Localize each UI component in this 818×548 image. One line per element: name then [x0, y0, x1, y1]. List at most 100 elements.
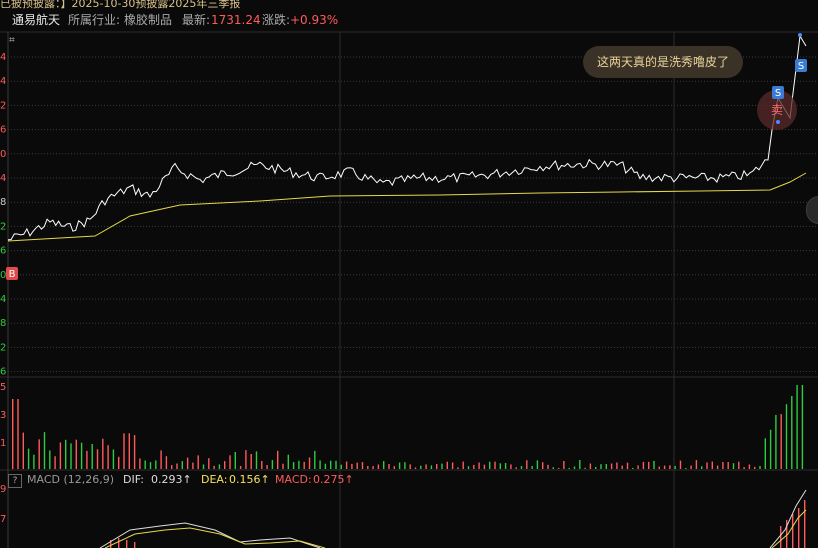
dea-value: 0.156↑ — [229, 473, 270, 486]
volume-bar — [165, 456, 168, 469]
macd-bar — [110, 540, 112, 548]
price-tick-label: 6 — [0, 246, 6, 257]
sell-marker-label: S — [798, 61, 804, 72]
fullscreen-icon[interactable]: ⌗ — [9, 35, 15, 46]
volume-bar — [489, 461, 491, 469]
volume-bar — [149, 462, 152, 469]
industry-value[interactable]: 橡胶制品 — [124, 13, 173, 27]
volume-bar — [547, 464, 549, 469]
volume-bar — [155, 460, 157, 469]
volume-bar — [515, 467, 517, 469]
volume-bar — [86, 450, 88, 469]
volume-bar — [504, 463, 507, 469]
volume-bar — [308, 457, 311, 469]
volume-bar — [367, 466, 369, 469]
latest-label: 最新: — [182, 13, 211, 27]
price-tick-label: 2 — [0, 342, 6, 353]
volume-bar — [473, 464, 475, 469]
volume-bars — [12, 385, 804, 470]
volume-bar — [303, 461, 305, 469]
volume-bar — [632, 467, 634, 469]
volume-bar — [621, 465, 623, 469]
dif-line — [99, 522, 321, 548]
volume-bar — [595, 467, 597, 469]
volume-bar — [610, 463, 613, 469]
volume-bar — [520, 466, 523, 469]
announcement-banner[interactable]: 已披预披露：】2025-10-30预披露2025年三季报 — [0, 0, 818, 9]
volume-bar — [457, 467, 459, 469]
macd-lines — [99, 489, 807, 548]
volume-bar — [80, 442, 83, 469]
volume-bar — [600, 464, 602, 469]
volume-bar — [669, 465, 671, 469]
volume-bar — [383, 461, 385, 469]
price-tick-label: 2 — [0, 100, 6, 111]
volume-bar — [176, 463, 178, 469]
volume-bar — [775, 414, 777, 469]
help-icon[interactable]: ? — [8, 474, 22, 488]
price-axis: 4 4 2 6 0 4 8 2 6 0 4 8 2 6 — [0, 52, 6, 378]
volume-bar — [557, 467, 560, 469]
volume-bar — [542, 462, 544, 469]
buy-marker-box — [6, 267, 18, 280]
volume-bar — [451, 462, 454, 469]
volume-bar — [398, 462, 401, 469]
volume-bar — [271, 460, 274, 469]
volume-bar — [393, 466, 395, 469]
latest-price: 1731.24 — [211, 13, 261, 27]
volume-bar — [123, 433, 125, 469]
volume-bar — [536, 460, 539, 469]
macd-bar — [804, 500, 806, 548]
dea-line-tail — [771, 509, 807, 548]
sell-marker[interactable]: S — [795, 59, 807, 72]
volume-bar — [462, 461, 464, 469]
stock-name[interactable]: 通易航天 — [12, 13, 61, 27]
macd-bar — [792, 514, 794, 548]
volume-bar — [96, 449, 99, 469]
volume-bar — [377, 464, 380, 469]
volume-tick-label: 5 — [0, 382, 6, 393]
sell-hover-halo — [757, 90, 797, 130]
volume-bar — [70, 443, 72, 469]
macd-title[interactable]: MACD (12,26,9) — [27, 473, 115, 486]
volume-bar — [430, 465, 433, 469]
volume-bar — [345, 461, 348, 469]
volume-bar — [695, 460, 698, 469]
volume-bar — [208, 458, 210, 469]
sell-marker[interactable]: S — [772, 86, 784, 99]
volume-bar — [584, 467, 586, 469]
volume-bar — [589, 463, 592, 469]
volume-bar — [441, 463, 443, 469]
volume-bar — [255, 451, 258, 469]
volume-bar — [780, 414, 782, 469]
volume-bar — [107, 445, 109, 469]
dif-line-tail — [769, 489, 807, 548]
volume-bar — [754, 466, 756, 469]
volume-bar — [112, 449, 115, 469]
dea-label: DEA: — [201, 473, 228, 486]
volume-bar — [785, 404, 788, 469]
volume-bar — [65, 439, 67, 469]
buy-marker[interactable]: B — [6, 267, 18, 280]
volume-bar — [626, 462, 629, 469]
volume-bar — [171, 465, 173, 469]
volume-bar — [292, 462, 295, 469]
volume-bar — [483, 464, 486, 469]
volume-bar — [711, 461, 713, 469]
volume-bar — [642, 461, 645, 469]
volume-bar — [22, 432, 24, 469]
dif-label: DIF: — [123, 473, 144, 486]
price-tick-label: 4 — [0, 52, 6, 63]
volume-bar — [759, 466, 761, 469]
price-line — [7, 34, 807, 241]
volume-bar — [118, 456, 120, 469]
macd-tick-label: 7 — [0, 514, 6, 525]
volume-tick-label: 1 — [0, 438, 6, 449]
macd-bar — [118, 538, 120, 548]
volume-bar — [128, 433, 130, 469]
volume-bar — [499, 463, 501, 469]
volume-bar — [234, 452, 236, 469]
volume-bar — [54, 456, 56, 469]
volume-bar — [43, 432, 46, 469]
